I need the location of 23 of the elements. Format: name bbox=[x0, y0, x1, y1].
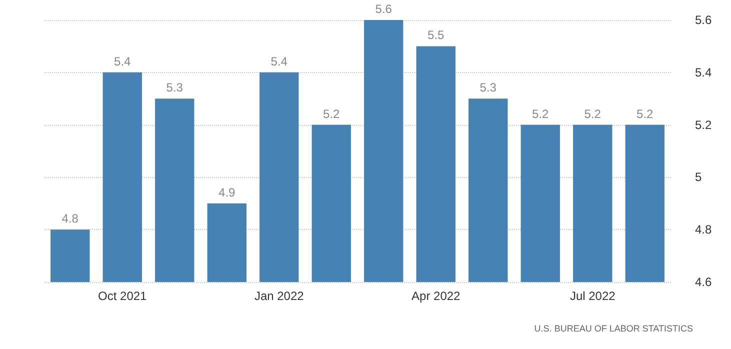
data-label: 5.2 bbox=[323, 106, 340, 121]
data-label: 4.8 bbox=[62, 212, 79, 226]
data-label: 5.2 bbox=[584, 106, 602, 121]
y-tick-label: 5.2 bbox=[695, 118, 712, 132]
data-label: 5.4 bbox=[270, 54, 288, 68]
x-tick-label: Jul 2022 bbox=[570, 289, 616, 303]
y-tick-label: 5 bbox=[695, 170, 702, 184]
x-tick-label: Apr 2022 bbox=[412, 289, 461, 303]
data-label: 5.6 bbox=[375, 2, 392, 16]
data-label: 5.3 bbox=[166, 80, 184, 95]
y-tick-label: 5.6 bbox=[695, 13, 712, 27]
x-tick-label: Jan 2022 bbox=[254, 289, 304, 303]
text: U.S. BUREAU OF LABOR STATISTICS bbox=[534, 324, 694, 334]
y-tick-label: 4.6 bbox=[695, 275, 712, 289]
data-label: 5.3 bbox=[480, 80, 497, 95]
y-tick-label: 5.4 bbox=[695, 65, 712, 80]
data-label: 5.2 bbox=[532, 106, 550, 121]
y-tick-label: 4.8 bbox=[695, 222, 712, 237]
x-tick-label: Oct 2021 bbox=[98, 289, 148, 303]
data-label: 4.9 bbox=[218, 185, 236, 200]
data-label: 5.5 bbox=[428, 28, 445, 42]
data-label: 5.2 bbox=[636, 106, 654, 121]
data-label: 5.4 bbox=[114, 54, 132, 68]
